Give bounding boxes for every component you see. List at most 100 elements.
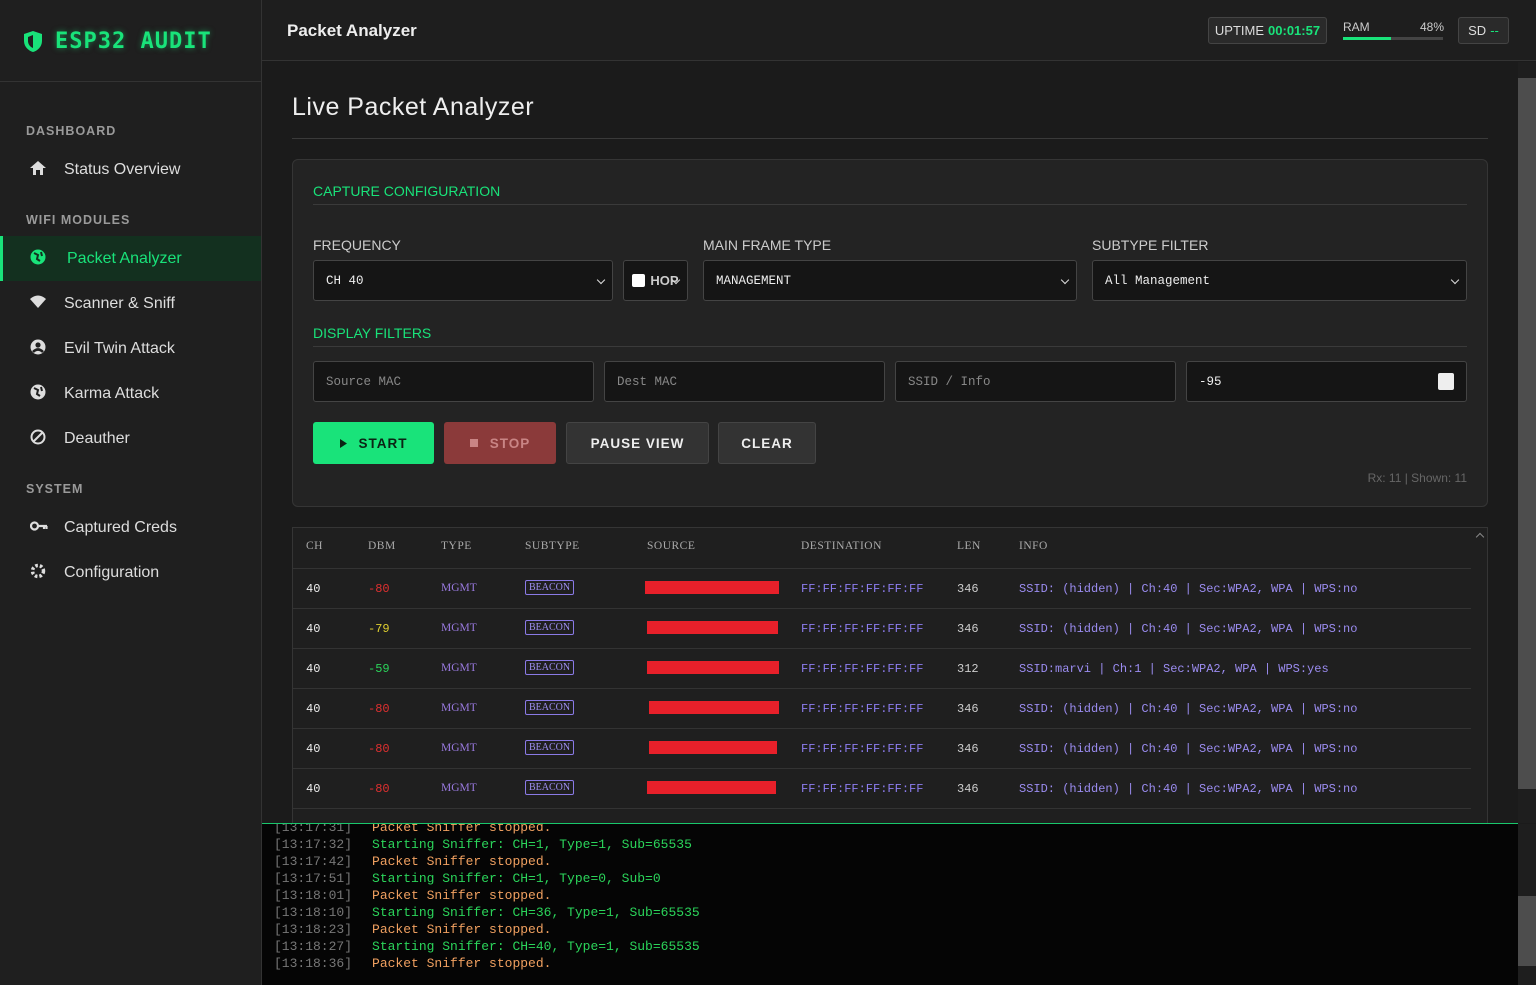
log-message: Packet Sniffer stopped. bbox=[372, 823, 552, 835]
rssi-value: -95 bbox=[1199, 374, 1222, 389]
cell-dbm: -59 bbox=[368, 662, 390, 676]
cell-subtype: BEACON bbox=[525, 780, 575, 795]
log-message: Packet Sniffer stopped. bbox=[372, 888, 552, 903]
log-line: [13:17:42] Packet Sniffer stopped. bbox=[274, 854, 551, 869]
nav-item[interactable]: Status Overview bbox=[0, 147, 261, 192]
table-row: 40 -80 MGMT BEACON FF:FF:FF:FF:FF:FF 346 SSID:… bbox=[293, 568, 1471, 608]
cell-dbm: -80 bbox=[368, 582, 390, 596]
cell-ch: 40 bbox=[306, 742, 321, 756]
cell-subtype: BEACON bbox=[525, 700, 575, 715]
field-label: MAIN FRAME TYPE bbox=[703, 237, 832, 253]
log-line: [13:17:32] Starting Sniffer: CH=1, Type=1… bbox=[274, 837, 692, 852]
scroll-thumb[interactable] bbox=[1518, 78, 1536, 789]
log-time: [13:18:01] bbox=[274, 888, 353, 903]
log-line: [13:18:36] Packet Sniffer stopped. bbox=[274, 956, 551, 971]
nav-item[interactable]: Deauther bbox=[0, 416, 261, 461]
info-filter[interactable]: SSID / Info bbox=[895, 361, 1176, 402]
uptime-value: 00:01:57 bbox=[1268, 23, 1321, 38]
cell-info: SSID:marvi | Ch:1 | Sec:WPA2, WPA | WPS:… bbox=[1019, 662, 1329, 676]
scroll-arrow bbox=[1475, 532, 1485, 542]
log-message: Packet Sniffer stopped. bbox=[372, 854, 552, 869]
column-header: DESTINATION bbox=[801, 540, 882, 552]
checkbox[interactable] bbox=[632, 274, 646, 287]
sd-box[interactable]: SD -- bbox=[1458, 17, 1509, 44]
log-line: [13:18:23] Packet Sniffer stopped. bbox=[274, 922, 551, 937]
cell-type: MGMT bbox=[441, 582, 477, 594]
redacted-source bbox=[649, 741, 777, 754]
nav-label: Karma Attack bbox=[64, 384, 160, 402]
nav-item[interactable]: Captured Creds bbox=[0, 505, 261, 550]
nav-icon bbox=[30, 339, 46, 355]
section-title: WIFI MODULES bbox=[26, 213, 131, 227]
frequency-select[interactable]: CH 40 bbox=[313, 260, 613, 301]
dest-filter[interactable]: Dest MAC bbox=[604, 361, 885, 402]
packet-table: CH DBM TYPE SUBTYPE SOURCE DESTINATION LEN INFO… bbox=[292, 527, 1488, 827]
topbar-title: Packet Analyzer bbox=[287, 21, 417, 40]
rssi-filter[interactable]: -95 bbox=[1186, 361, 1467, 402]
nav-item[interactable]: Karma Attack bbox=[0, 371, 261, 416]
scrollbar[interactable] bbox=[1518, 824, 1536, 985]
stop-button[interactable]: STOP bbox=[444, 422, 556, 464]
cell-type: MGMT bbox=[441, 702, 477, 714]
brand-name: ESP32 AUDIT bbox=[55, 29, 212, 54]
log-time: [13:18:23] bbox=[274, 922, 353, 937]
cell-dest: FF:FF:FF:FF:FF:FF bbox=[801, 702, 924, 716]
column-header: LEN bbox=[957, 540, 981, 552]
redacted-source bbox=[645, 581, 779, 594]
ram-text: 48% bbox=[1420, 20, 1445, 34]
nav-icon bbox=[30, 429, 46, 445]
nav-item[interactable]: Evil Twin Attack bbox=[0, 326, 261, 371]
log-message: Starting Sniffer: CH=36, Type=1, Sub=655… bbox=[372, 905, 700, 920]
cell-dbm: -80 bbox=[368, 782, 390, 796]
frame-type-select[interactable]: MANAGEMENT bbox=[703, 260, 1077, 301]
nav-icon bbox=[30, 295, 46, 308]
table-row: 40 -59 MGMT BEACON FF:FF:FF:FF:FF:FF 312 SSID:… bbox=[293, 648, 1471, 688]
cell-subtype: BEACON bbox=[525, 580, 575, 595]
field-label: SUBTYPE FILTER bbox=[1092, 237, 1209, 253]
cell-type: MGMT bbox=[441, 742, 477, 754]
subtype-select[interactable]: All Management bbox=[1092, 260, 1467, 301]
scrollbar[interactable] bbox=[1518, 62, 1536, 823]
cell-len: 346 bbox=[957, 622, 979, 636]
sidebar: ESP32 AUDIT DASHBOARD Status Overview WIFI… bbox=[0, 0, 262, 985]
cell-dest: FF:FF:FF:FF:FF:FF bbox=[801, 662, 924, 676]
nav-label: Packet Analyzer bbox=[67, 249, 182, 267]
log-message: Starting Sniffer: CH=1, Type=0, Sub=0 bbox=[372, 871, 661, 886]
hop-toggle[interactable]: HOP bbox=[623, 260, 688, 301]
scroll-thumb[interactable] bbox=[1518, 896, 1536, 966]
topbar: Packet Analyzer UPTIME 00:01:57 RAM 48% … bbox=[262, 0, 1536, 61]
nav-icon bbox=[30, 249, 46, 265]
cell-dest: FF:FF:FF:FF:FF:FF bbox=[801, 622, 924, 636]
nav-item[interactable]: Configuration bbox=[0, 550, 261, 595]
section-title: CAPTURE CONFIGURATION bbox=[313, 183, 501, 199]
ram-bar bbox=[1343, 37, 1391, 40]
start-button[interactable]: START bbox=[313, 422, 434, 464]
table-row: 40 -80 MGMT BEACON FF:FF:FF:FF:FF:FF 346 SSID:… bbox=[293, 688, 1471, 728]
log-line: [13:17:51] Starting Sniffer: CH=1, Type=0… bbox=[274, 871, 661, 886]
log-line: [13:18:27] Starting Sniffer: CH=40, Type=… bbox=[274, 939, 700, 954]
redacted-source bbox=[647, 661, 779, 674]
sd-value: -- bbox=[1490, 23, 1499, 38]
log-message: Starting Sniffer: CH=40, Type=1, Sub=655… bbox=[372, 939, 700, 954]
cell-subtype: BEACON bbox=[525, 620, 575, 635]
button-label: STOP bbox=[489, 435, 531, 451]
table-row: 40 -80 MGMT BEACON FF:FF:FF:FF:FF:FF 346 SSID:… bbox=[293, 768, 1471, 808]
nav-label: Scanner & Sniff bbox=[64, 294, 175, 312]
log-line: [13:17:31] Packet Sniffer stopped. bbox=[274, 823, 552, 835]
pause-button[interactable]: PAUSE VIEW bbox=[566, 422, 709, 464]
redacted-source bbox=[649, 701, 779, 714]
rule bbox=[313, 204, 1467, 205]
clear-button[interactable]: CLEAR bbox=[718, 422, 816, 464]
nav-item[interactable]: Packet Analyzer bbox=[0, 236, 261, 281]
brand: ESP32 AUDIT bbox=[0, 0, 261, 82]
button-label: CLEAR bbox=[741, 435, 793, 451]
cell-info: SSID: (hidden) | Ch:40 | Sec:WPA2, WPA |… bbox=[1019, 742, 1358, 756]
log-line: [13:18:10] Starting Sniffer: CH=36, Type=… bbox=[274, 905, 700, 920]
source-filter[interactable]: Source MAC bbox=[313, 361, 594, 402]
divider bbox=[292, 138, 1488, 139]
nav-item[interactable]: Scanner & Sniff bbox=[0, 281, 261, 326]
cell-dbm: -79 bbox=[368, 622, 390, 636]
spinner[interactable] bbox=[1438, 373, 1454, 390]
cell-ch: 40 bbox=[306, 662, 321, 676]
nav-icon bbox=[30, 161, 46, 175]
